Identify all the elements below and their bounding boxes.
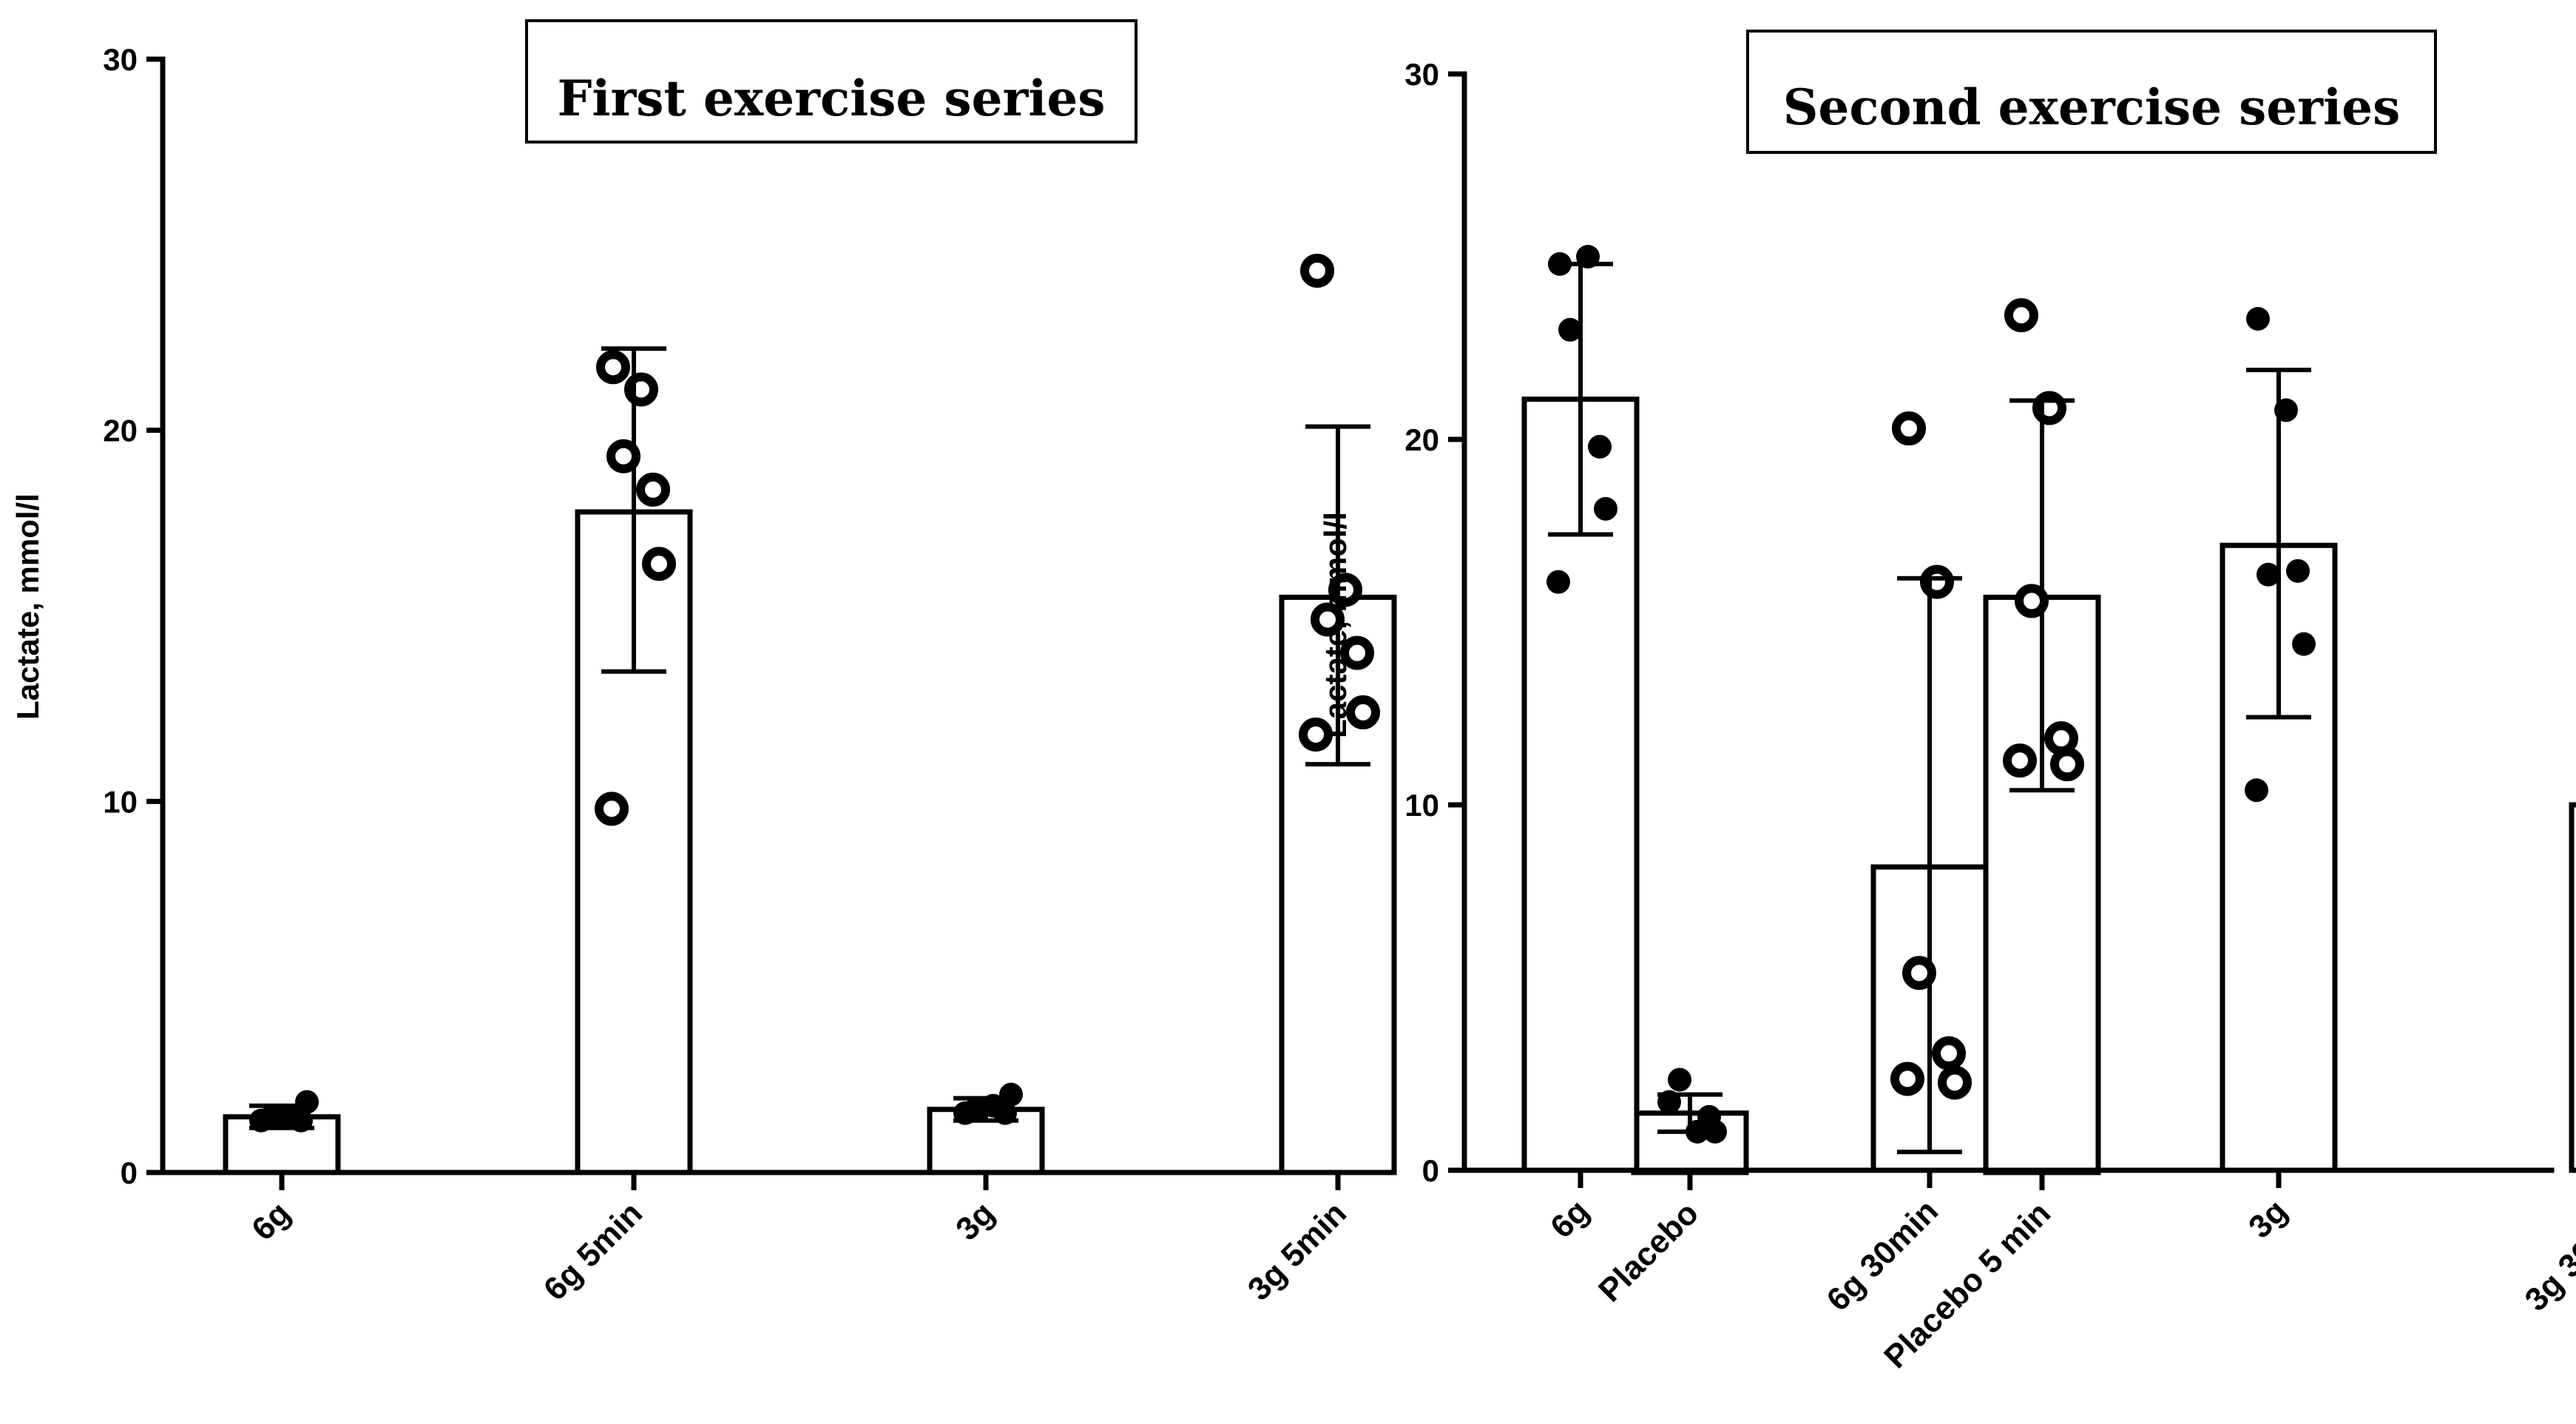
- first-series-ylabel: Lactate, mmol/l: [10, 493, 45, 720]
- second-series-data-point: [2286, 559, 2310, 583]
- first-series-y-tick-label: 20: [103, 414, 138, 448]
- first-series-data-point: [1299, 718, 1333, 752]
- second-series-chart: Second exercise series Lactate, mmol/l 0…: [1318, 30, 2576, 1318]
- second-series-ylabel: Lactate, mmol/l: [1318, 512, 1353, 738]
- second-series-data-point: [1588, 434, 1612, 459]
- first-series-marks: [223, 253, 2101, 1175]
- second-series-bar: [2569, 802, 2576, 1173]
- first-series-chart: First exercise series Lactate, mmol/l 0 1…: [10, 19, 2101, 1375]
- second-series-data-point: [1558, 317, 1582, 342]
- first-series-category-label: 3g 5min: [1241, 1195, 1353, 1307]
- second-series-data-point: [1594, 496, 1617, 521]
- first-series-y-tick-label: 10: [103, 784, 138, 819]
- second-series-category-label: 6g: [1544, 1192, 1596, 1245]
- first-series-y-tick-label: 0: [121, 1155, 138, 1190]
- second-series-y-tick-label: 20: [1404, 422, 1439, 457]
- first-series-data-point: [999, 1082, 1023, 1107]
- first-series-data-point: [1346, 695, 1380, 729]
- second-series-data-point: [1932, 1036, 1966, 1070]
- second-series-data-point: [2292, 632, 2316, 656]
- first-series-data-point: [636, 472, 670, 507]
- second-series-data-point: [1546, 570, 1570, 594]
- second-series-data-point: [2256, 562, 2280, 587]
- second-series-data-point: [1892, 411, 1926, 446]
- second-series-data-point: [2246, 306, 2270, 331]
- first-series-title: First exercise series: [558, 70, 1106, 127]
- first-series-data-point: [1668, 1067, 1691, 1092]
- first-series-category-label: Placebo: [1592, 1195, 1705, 1309]
- first-series-data-point: [596, 350, 630, 385]
- second-series-data-point: [1890, 1062, 1924, 1096]
- first-series-data-point: [2004, 298, 2038, 333]
- second-series-title-box: [1746, 30, 2437, 154]
- first-series-data-point: [260, 1104, 283, 1129]
- second-series-y-ticks: 0 10 20 30: [1404, 57, 1464, 1188]
- second-series-y-tick-label: 30: [1404, 57, 1439, 92]
- second-series-data-point: [2245, 778, 2268, 803]
- first-series-category-label: 6g 5min: [537, 1195, 649, 1307]
- first-series-data-point: [1340, 635, 1374, 670]
- first-series-data-point: [1300, 253, 1334, 288]
- first-series-data-point: [964, 1097, 987, 1121]
- second-series-marks: [1521, 245, 2576, 1173]
- first-series-y-tick-label: 30: [103, 42, 138, 77]
- first-series-data-point: [295, 1090, 319, 1114]
- second-series-y-tick-label: 10: [1404, 788, 1439, 823]
- first-series-category-label: 3g: [949, 1195, 1001, 1247]
- first-series-data-point: [2050, 747, 2084, 782]
- first-series-data-point: [2044, 721, 2078, 756]
- second-series-category-label: 6g 30min: [1820, 1192, 1946, 1318]
- first-series-data-point: [2003, 743, 2037, 778]
- second-series-category-label: 3g 30min: [2518, 1192, 2576, 1318]
- first-series-data-point: [642, 547, 676, 581]
- first-series-title-box: [525, 19, 1137, 144]
- second-series-data-point: [1938, 1065, 1972, 1100]
- second-series-category-label: 3g: [2242, 1192, 2294, 1245]
- second-series-y-tick-label: 0: [1422, 1153, 1439, 1188]
- first-series-y-ticks: 0 10 20 30: [103, 42, 163, 1190]
- second-series-title: Second exercise series: [1783, 78, 2401, 136]
- first-series-category-label: 6g: [245, 1195, 297, 1247]
- first-series-data-point: [595, 792, 629, 826]
- first-series-x-ticks: 6g 6g 5min 3g 3g 5min Placebo Placebo 5 min: [245, 1172, 2058, 1375]
